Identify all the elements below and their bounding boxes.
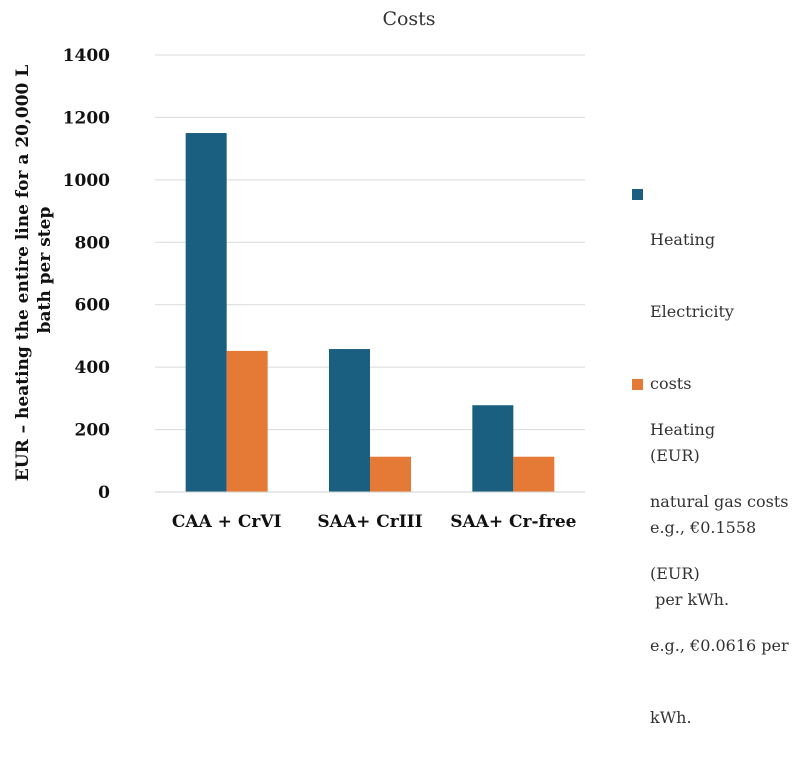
legend-swatch-electricity xyxy=(632,189,643,200)
bar-natural-gas xyxy=(370,456,411,492)
y-tick-label: 1000 xyxy=(63,171,110,191)
y-tick-label: 1200 xyxy=(63,108,110,128)
legend-electricity-line: costs xyxy=(650,374,692,393)
y-tick-label: 0 xyxy=(98,483,110,503)
legend-item-natural-gas: Heating natural gas costs (EUR) e.g., €0… xyxy=(632,370,789,778)
legend-electricity-line: Heating xyxy=(650,230,716,249)
legend-swatch-natural-gas xyxy=(632,379,643,390)
y-axis-tick-labels: 0 200 400 600 800 1000 1200 1400 xyxy=(63,46,110,503)
bar-electricity xyxy=(472,405,514,492)
legend-electricity-line: Electricity xyxy=(650,302,734,321)
x-category-label: SAA+ CrIII xyxy=(317,512,422,532)
y-axis-label-line-2: bath per step xyxy=(35,207,55,334)
y-tick-label: 800 xyxy=(75,233,111,253)
legend-gas-line: Heating xyxy=(650,420,716,439)
legend-gas-line: e.g., €0.0616 per xyxy=(650,636,789,655)
bars xyxy=(185,133,555,493)
x-category-label: SAA+ Cr-free xyxy=(450,512,576,532)
y-tick-label: 600 xyxy=(75,296,111,316)
bar-electricity xyxy=(185,133,227,493)
y-tick-label: 1400 xyxy=(63,46,110,66)
y-axis-label-line-1: EUR – heating the entire line for a 20,0… xyxy=(13,65,33,481)
bar-electricity xyxy=(329,349,370,492)
legend-electricity-line: e.g., €0.1558 xyxy=(650,518,757,537)
y-tick-label: 400 xyxy=(75,358,111,378)
bar-natural-gas xyxy=(226,350,268,492)
bar-chart: Costs 0 200 400 600 800 1000 1200 1400 CAA + Cr… xyxy=(13,8,585,532)
bar-natural-gas xyxy=(513,456,555,492)
y-tick-label: 200 xyxy=(75,421,111,441)
legend-gas-line: (EUR) xyxy=(650,564,700,583)
y-axis-label: EUR – heating the entire line for a 20,0… xyxy=(13,59,55,481)
chart-title: Costs xyxy=(382,8,435,30)
legend-gas-line: kWh. xyxy=(650,708,692,727)
x-axis-category-labels: CAA + CrVI SAA+ CrIII SAA+ Cr-free xyxy=(172,512,577,532)
legend-gas-line: natural gas costs xyxy=(650,492,789,511)
x-category-label: CAA + CrVI xyxy=(172,512,282,532)
legend-electricity-line: (EUR) xyxy=(650,446,700,465)
